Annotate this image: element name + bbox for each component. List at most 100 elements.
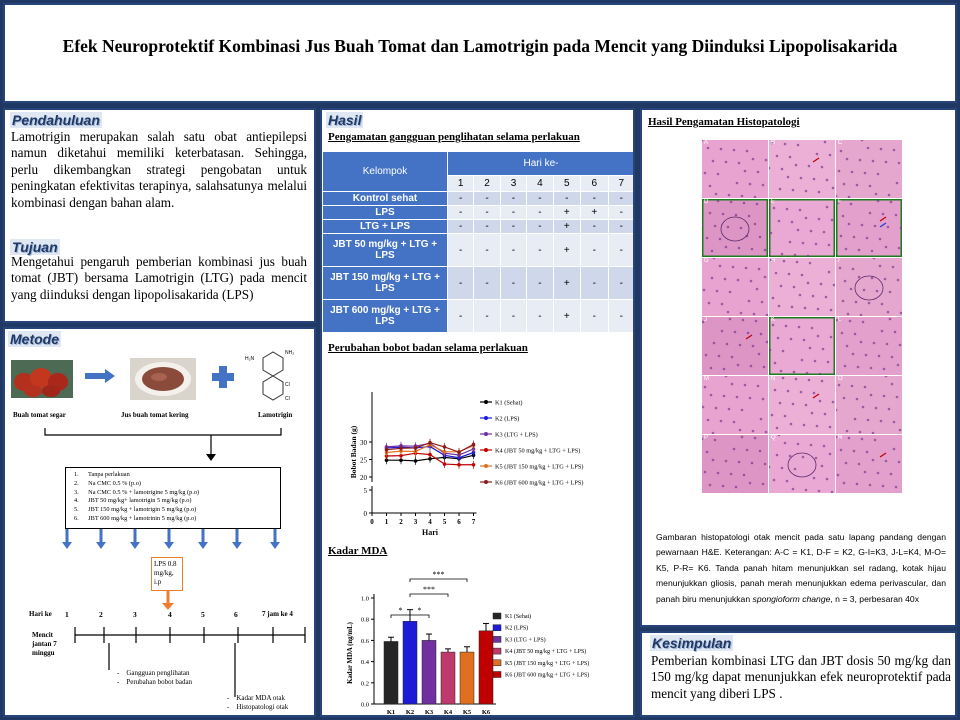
final-item: Kadar MDA otak: [236, 694, 285, 702]
nucleus: [862, 288, 866, 292]
hasil-panel: Hasil Pengamatan gangguan penglihatan se…: [320, 108, 635, 717]
histo-panel-letter: D: [704, 199, 709, 205]
histo-panel-letter: C: [838, 140, 843, 146]
nucleus: [882, 394, 886, 398]
table-row-label: JBT 50 mg/kg + LTG + LPS: [322, 233, 448, 267]
nucleus: [798, 208, 802, 212]
table-cell: -: [607, 205, 633, 220]
bar: [478, 630, 494, 705]
tissue-texture: [701, 317, 769, 371]
nucleus: [735, 181, 739, 185]
vessel-outline: [720, 216, 750, 242]
title-panel: Efek Neuroprotektif Kombinasi Jus Buah T…: [3, 3, 957, 103]
nucleus: [827, 243, 831, 247]
nucleus: [752, 312, 756, 316]
nucleus: [893, 330, 897, 334]
nucleus: [819, 282, 823, 286]
nucleus: [853, 332, 857, 336]
nucleus: [836, 473, 840, 477]
nucleus: [799, 390, 803, 394]
histo-image-panel: Q: [767, 433, 835, 494]
legend-swatch: [492, 612, 502, 620]
nucleus: [751, 429, 755, 433]
nucleus: [780, 167, 784, 171]
red-arrow: [879, 452, 887, 458]
nucleus: [736, 278, 740, 282]
nucleus: [821, 347, 825, 351]
nucleus: [826, 360, 830, 364]
y-tick-label: 25: [360, 457, 368, 465]
nucleus: [819, 197, 823, 201]
x-tick-label: 6: [457, 518, 461, 526]
nucleus: [863, 171, 867, 175]
nucleus: [876, 471, 880, 475]
data-point: [442, 462, 447, 466]
x-tick-label: 4: [428, 518, 432, 526]
vessel-outline: [854, 275, 884, 301]
nucleus: [771, 296, 775, 300]
nucleus: [724, 245, 728, 249]
legend-label: K1 (Sehat): [505, 613, 531, 620]
nucleus: [748, 481, 752, 485]
x-tick-label: 5: [443, 518, 447, 526]
nucleus: [709, 393, 713, 397]
nucleus: [718, 264, 722, 268]
flow-connectors: [44, 428, 306, 697]
nucleus: [767, 465, 771, 469]
table-cell: -: [607, 219, 633, 234]
nucleus: [825, 178, 829, 182]
histo-panel-letter: E: [771, 199, 776, 205]
group-item: 2. Na CMC 0.5 % (p.o): [74, 479, 141, 487]
nucleus: [860, 138, 864, 142]
nucleus: [758, 449, 762, 453]
nucleus: [786, 389, 790, 393]
nucleus: [779, 284, 783, 288]
observation-list: - Gangguan penglihatan - Perubahan bobot…: [117, 669, 193, 686]
nucleus: [884, 459, 888, 463]
nucleus: [834, 408, 838, 412]
group-item: 1. Tanpa perlakuan: [74, 471, 130, 478]
nucleus: [789, 422, 793, 426]
nucleus: [830, 490, 834, 494]
nucleus: [822, 444, 826, 448]
table-row: Kontrol sehat - - - - - - -: [322, 191, 633, 206]
table-cell: -: [526, 299, 554, 333]
data-point: [384, 458, 389, 462]
nucleus: [888, 317, 892, 321]
nucleus: [899, 311, 903, 315]
nucleus: [871, 458, 875, 462]
table-row: LTG + LPS - - - - + - -: [322, 219, 633, 234]
nucleus: [809, 229, 813, 233]
nucleus: [740, 194, 744, 198]
y-tick-label: 1.0: [361, 596, 369, 603]
nucleus: [895, 181, 899, 185]
nucleus: [843, 364, 847, 368]
bw-chart: 20 25 30 0 5 0 1 2 3 4 5 6 7 Hari Bobot Badan (g) K1 (S…: [349, 392, 583, 537]
histo-panel-letter: H: [771, 258, 776, 264]
nucleus: [820, 464, 824, 468]
y-axis-label: Bobot Badan (g): [349, 425, 358, 478]
nucleus: [718, 237, 722, 241]
nucleus: [841, 299, 845, 303]
nucleus: [785, 479, 789, 483]
nucleus: [892, 148, 896, 152]
nucleus: [828, 425, 832, 429]
nucleus: [732, 148, 736, 152]
nucleus: [755, 287, 759, 291]
caption-text: Gambaran histopatologi otak mencit pada …: [656, 532, 946, 604]
x-tick-label: 0: [370, 518, 374, 526]
y-tick-label: 30: [360, 439, 368, 447]
nucleus: [813, 359, 817, 363]
mda-chart: 0.0 0.2 0.4 0.6 0.8 1.0 Kadar MDA (ng/mL) K1 K2 K…: [347, 570, 589, 715]
data-point: [428, 457, 432, 461]
table-cell: -: [499, 266, 528, 300]
nucleus: [791, 188, 795, 192]
tujuan-text: Mengetahui pengaruh pemberian kombinasi …: [11, 254, 307, 302]
histo-image-panel: P: [700, 435, 768, 493]
nucleus: [790, 220, 794, 224]
nucleus: [870, 249, 874, 253]
nucleus: [751, 157, 755, 161]
nucleus: [796, 228, 800, 232]
tissue-texture: [836, 199, 903, 253]
nucleus: [732, 447, 736, 451]
